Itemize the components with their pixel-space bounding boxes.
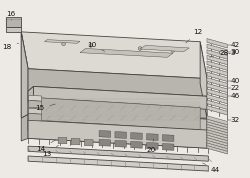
Polygon shape: [28, 114, 208, 148]
Polygon shape: [207, 118, 228, 127]
Polygon shape: [6, 27, 21, 32]
Text: 16: 16: [6, 11, 16, 20]
Circle shape: [171, 49, 175, 52]
Polygon shape: [207, 39, 228, 48]
Text: 44: 44: [203, 163, 220, 172]
Text: 46: 46: [231, 93, 240, 99]
Polygon shape: [21, 32, 28, 118]
Polygon shape: [146, 134, 158, 140]
Polygon shape: [28, 100, 42, 108]
Polygon shape: [21, 32, 207, 79]
Polygon shape: [207, 106, 228, 115]
Circle shape: [62, 42, 66, 46]
Polygon shape: [28, 69, 207, 119]
Polygon shape: [162, 135, 174, 142]
Polygon shape: [21, 114, 28, 141]
Polygon shape: [34, 106, 200, 120]
Polygon shape: [28, 156, 208, 171]
Polygon shape: [44, 40, 80, 43]
Polygon shape: [146, 143, 158, 149]
Polygon shape: [115, 132, 126, 138]
Polygon shape: [207, 50, 228, 59]
Polygon shape: [207, 100, 228, 109]
Polygon shape: [80, 48, 173, 57]
Polygon shape: [28, 109, 207, 124]
Polygon shape: [131, 142, 142, 148]
Polygon shape: [28, 109, 34, 130]
Polygon shape: [207, 129, 228, 138]
Polygon shape: [162, 143, 174, 150]
Text: 13: 13: [42, 145, 58, 157]
Text: 32: 32: [231, 117, 240, 123]
Polygon shape: [207, 116, 228, 125]
Polygon shape: [28, 86, 34, 102]
Polygon shape: [99, 139, 110, 146]
Polygon shape: [58, 137, 67, 144]
Polygon shape: [207, 61, 228, 70]
Polygon shape: [71, 138, 80, 145]
Polygon shape: [99, 130, 110, 137]
Polygon shape: [28, 86, 207, 101]
Polygon shape: [207, 137, 228, 146]
Text: 10: 10: [87, 42, 105, 51]
Polygon shape: [28, 95, 42, 101]
Circle shape: [89, 44, 93, 47]
Polygon shape: [207, 134, 228, 143]
Polygon shape: [207, 83, 228, 93]
Polygon shape: [207, 78, 228, 87]
Polygon shape: [207, 124, 228, 133]
Polygon shape: [207, 44, 228, 54]
Polygon shape: [207, 126, 228, 135]
Polygon shape: [28, 146, 208, 161]
Text: 42: 42: [231, 42, 240, 48]
Polygon shape: [28, 108, 42, 114]
Polygon shape: [38, 98, 200, 130]
Polygon shape: [131, 133, 142, 139]
Polygon shape: [207, 121, 228, 130]
Polygon shape: [207, 55, 228, 65]
Polygon shape: [28, 120, 207, 148]
Polygon shape: [34, 109, 207, 138]
Text: 30: 30: [231, 49, 240, 55]
Polygon shape: [200, 42, 207, 118]
Polygon shape: [207, 145, 228, 154]
Polygon shape: [140, 45, 189, 52]
Text: 18: 18: [2, 43, 19, 50]
Text: 40: 40: [231, 78, 240, 84]
Polygon shape: [115, 140, 126, 147]
Polygon shape: [34, 86, 207, 109]
Text: 20: 20: [146, 139, 156, 153]
Text: 12: 12: [186, 29, 202, 43]
Polygon shape: [84, 139, 93, 146]
Polygon shape: [21, 114, 208, 128]
Polygon shape: [207, 140, 228, 149]
Text: 15: 15: [35, 104, 56, 111]
Polygon shape: [207, 72, 228, 82]
Circle shape: [138, 47, 142, 50]
Text: 22: 22: [231, 85, 240, 91]
Text: 28-3: 28-3: [210, 50, 236, 57]
Polygon shape: [207, 95, 228, 104]
Polygon shape: [207, 67, 228, 76]
Polygon shape: [207, 89, 228, 98]
Polygon shape: [207, 132, 228, 141]
Polygon shape: [6, 17, 21, 27]
Polygon shape: [207, 142, 228, 151]
Polygon shape: [21, 32, 28, 119]
Text: 14: 14: [36, 140, 56, 152]
Polygon shape: [28, 113, 42, 121]
Polygon shape: [34, 98, 200, 112]
